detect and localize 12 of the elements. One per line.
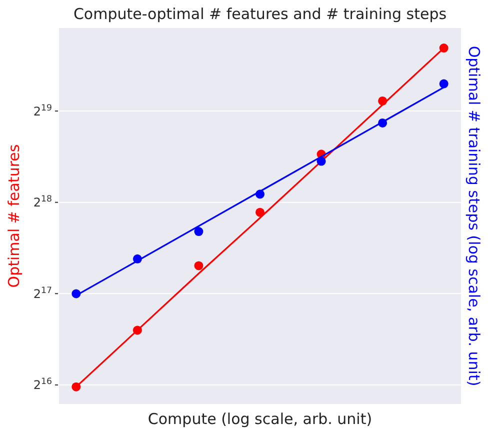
point xyxy=(194,261,204,270)
point xyxy=(439,79,448,88)
x-axis-title: Compute (log scale, arb. unit) xyxy=(148,410,372,428)
y-tick-label: 2$^{17}$ xyxy=(33,286,52,301)
y-tick-label: 2$^{18}$ xyxy=(33,194,52,210)
y-axis-title: Optimal # features xyxy=(5,144,23,288)
point xyxy=(256,208,264,217)
chart-title: Compute-optimal # features and # training steps xyxy=(73,5,447,23)
y-tick-label: 2$^{16}$ xyxy=(33,377,52,392)
y2-axis-title: Optimal # training steps (log scale, arb. unit) xyxy=(465,46,483,386)
point xyxy=(194,227,204,236)
y-tick-label: 2$^{19}$ xyxy=(33,103,52,118)
